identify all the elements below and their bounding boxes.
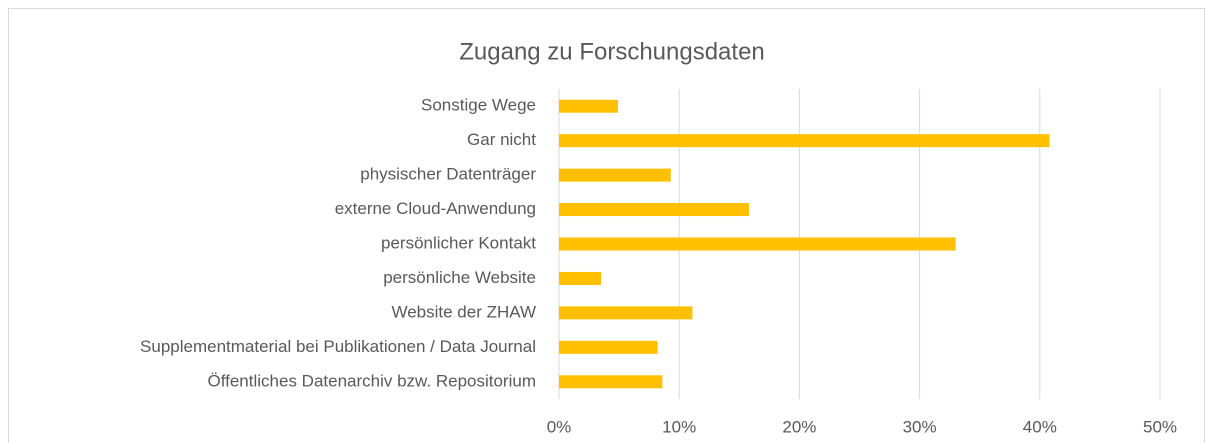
x-tick-label: 10%: [662, 417, 696, 436]
y-tick-label: Supplementmaterial bei Publikationen / D…: [140, 337, 536, 356]
y-tick-label: persönliche Website: [383, 268, 536, 287]
y-tick-label: persönlicher Kontakt: [381, 233, 536, 252]
bar: [559, 375, 663, 389]
y-tick-label: Gar nicht: [467, 130, 536, 149]
y-tick-label: externe Cloud-Anwendung: [335, 199, 536, 218]
chart-title: Zugang zu Forschungsdaten: [459, 38, 765, 65]
bar: [559, 203, 749, 217]
bar: [559, 271, 602, 285]
x-tick-label: 0%: [547, 417, 572, 436]
bar: [559, 134, 1050, 148]
x-tick-label: 50%: [1143, 417, 1177, 436]
x-tick-label: 20%: [782, 417, 816, 436]
chart-frame: [8, 8, 1205, 443]
bar: [559, 99, 618, 113]
y-tick-label: Öffentliches Datenarchiv bzw. Repositori…: [207, 371, 536, 390]
y-tick-label: Sonstige Wege: [421, 96, 536, 115]
x-tick-label: 40%: [1023, 417, 1057, 436]
y-tick-label: Website der ZHAW: [391, 302, 536, 321]
bar: [559, 237, 956, 251]
bar: [559, 306, 693, 320]
bar: [559, 168, 671, 182]
x-tick-label: 30%: [903, 417, 937, 436]
bar: [559, 340, 658, 354]
y-tick-label: physischer Datenträger: [360, 165, 536, 184]
